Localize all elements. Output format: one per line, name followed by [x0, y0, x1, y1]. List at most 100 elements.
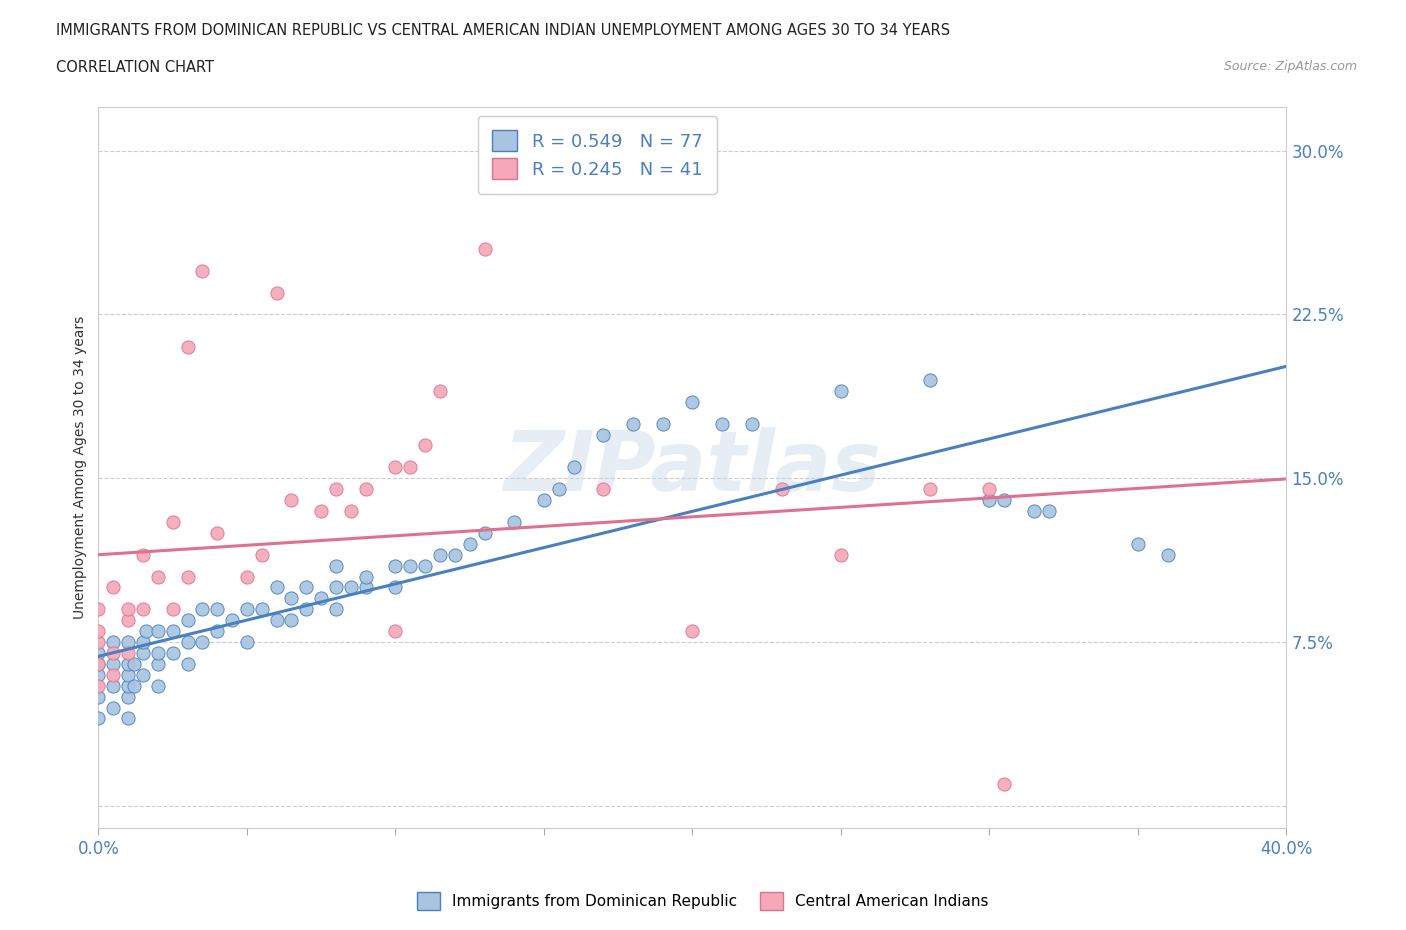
Point — [132, 602, 155, 617]
Point — [176, 634, 198, 649]
Point — [266, 580, 288, 595]
Point — [117, 645, 139, 660]
Point — [176, 569, 198, 584]
Point — [741, 417, 763, 432]
Point — [236, 569, 259, 584]
Point — [117, 634, 139, 649]
Y-axis label: Unemployment Among Ages 30 to 34 years: Unemployment Among Ages 30 to 34 years — [73, 315, 87, 619]
Point — [146, 678, 169, 693]
Point — [103, 700, 125, 715]
Point — [103, 678, 125, 693]
Point — [221, 613, 243, 628]
Point — [250, 602, 273, 617]
Point — [191, 263, 214, 278]
Point — [87, 624, 110, 639]
Point — [993, 777, 1015, 791]
Point — [266, 286, 288, 300]
Point — [309, 503, 332, 518]
Point — [592, 427, 614, 442]
Point — [117, 613, 139, 628]
Point — [205, 525, 228, 540]
Point — [162, 624, 184, 639]
Point — [384, 624, 406, 639]
Point — [87, 634, 110, 649]
Point — [132, 634, 155, 649]
Point — [384, 460, 406, 475]
Point — [340, 503, 363, 518]
Point — [87, 678, 110, 693]
Point — [1126, 537, 1149, 551]
Point — [681, 394, 703, 409]
Point — [135, 624, 157, 639]
Point — [236, 602, 259, 617]
Point — [354, 580, 377, 595]
Point — [132, 645, 155, 660]
Point — [1022, 503, 1045, 518]
Point — [103, 634, 125, 649]
Point — [280, 493, 302, 508]
Point — [146, 657, 169, 671]
Point — [920, 482, 942, 497]
Point — [87, 689, 110, 704]
Point — [354, 569, 377, 584]
Point — [191, 634, 214, 649]
Point — [830, 383, 852, 398]
Point — [103, 668, 125, 683]
Point — [458, 537, 481, 551]
Point — [117, 711, 139, 726]
Point — [117, 668, 139, 683]
Point — [711, 417, 734, 432]
Point — [162, 602, 184, 617]
Point — [399, 460, 422, 475]
Point — [295, 580, 318, 595]
Point — [325, 580, 347, 595]
Text: Source: ZipAtlas.com: Source: ZipAtlas.com — [1223, 60, 1357, 73]
Point — [621, 417, 644, 432]
Point — [122, 657, 145, 671]
Point — [146, 569, 169, 584]
Point — [117, 602, 139, 617]
Point — [1156, 547, 1178, 562]
Point — [266, 613, 288, 628]
Point — [122, 678, 145, 693]
Point — [770, 482, 793, 497]
Text: IMMIGRANTS FROM DOMINICAN REPUBLIC VS CENTRAL AMERICAN INDIAN UNEMPLOYMENT AMONG: IMMIGRANTS FROM DOMINICAN REPUBLIC VS CE… — [56, 23, 950, 38]
Point — [162, 645, 184, 660]
Point — [413, 438, 436, 453]
Point — [295, 602, 318, 617]
Point — [979, 493, 1001, 508]
Point — [146, 624, 169, 639]
Point — [474, 242, 496, 257]
Point — [87, 657, 110, 671]
Point — [162, 514, 184, 529]
Point — [681, 624, 703, 639]
Text: ZIPatlas: ZIPatlas — [503, 427, 882, 508]
Point — [651, 417, 673, 432]
Point — [117, 678, 139, 693]
Point — [103, 645, 125, 660]
Point — [87, 657, 110, 671]
Legend: R = 0.549   N = 77, R = 0.245   N = 41: R = 0.549 N = 77, R = 0.245 N = 41 — [478, 116, 717, 193]
Point — [325, 558, 347, 573]
Point — [280, 613, 302, 628]
Point — [830, 547, 852, 562]
Point — [146, 645, 169, 660]
Point — [1038, 503, 1060, 518]
Point — [429, 383, 451, 398]
Point — [87, 711, 110, 726]
Point — [132, 668, 155, 683]
Point — [87, 645, 110, 660]
Point — [413, 558, 436, 573]
Legend: Immigrants from Dominican Republic, Central American Indians: Immigrants from Dominican Republic, Cent… — [409, 884, 997, 918]
Point — [117, 657, 139, 671]
Point — [205, 602, 228, 617]
Point — [474, 525, 496, 540]
Point — [340, 580, 363, 595]
Point — [117, 689, 139, 704]
Point — [176, 339, 198, 354]
Point — [132, 547, 155, 562]
Point — [103, 657, 125, 671]
Point — [176, 613, 198, 628]
Point — [325, 482, 347, 497]
Point — [176, 657, 198, 671]
